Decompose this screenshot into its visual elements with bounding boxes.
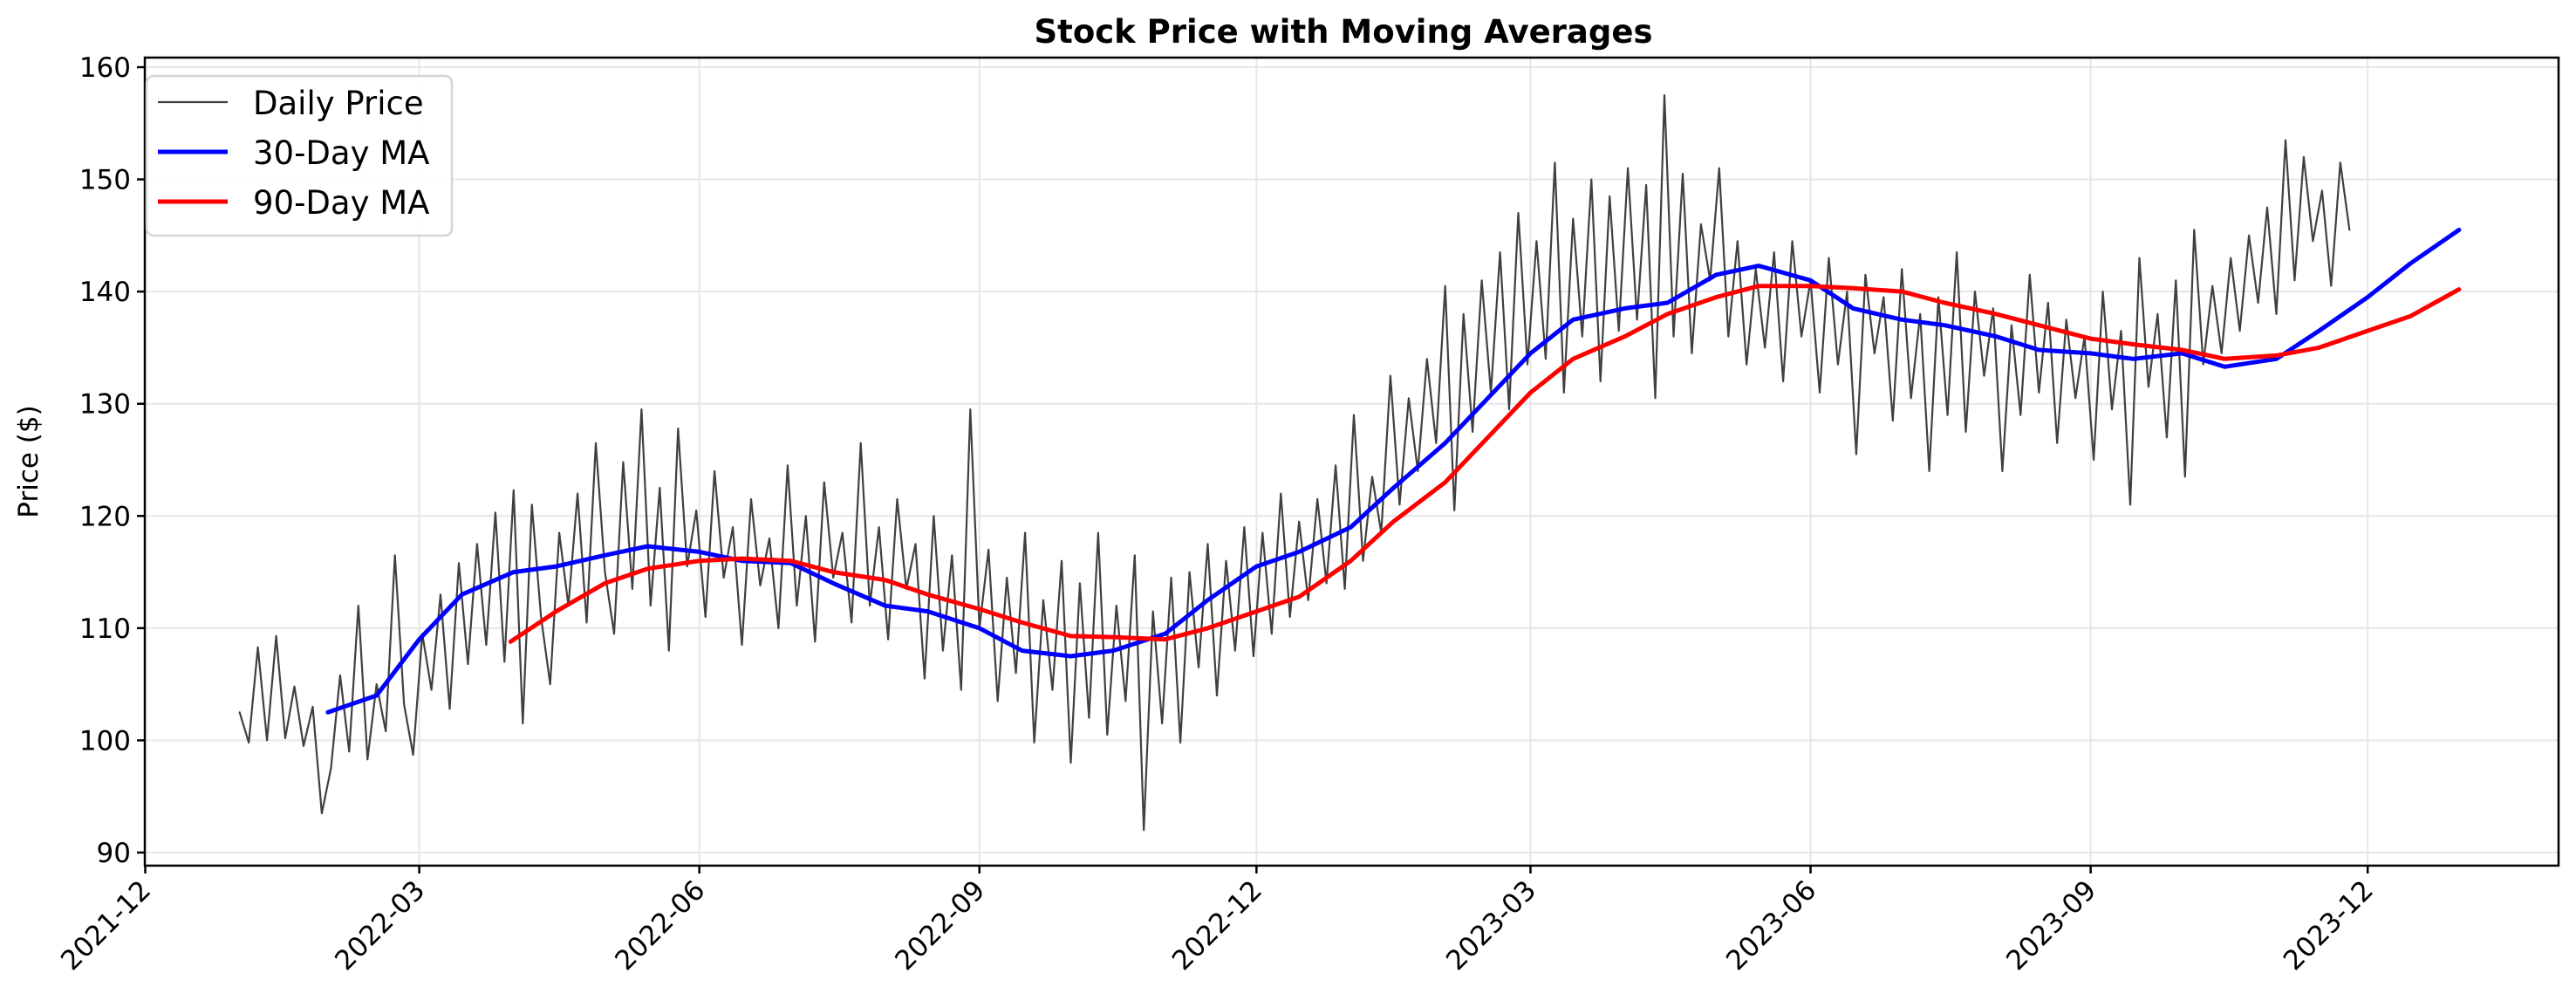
y-tick-label: 120: [79, 501, 131, 532]
legend: Daily Price 30-Day MA 90-Day MA: [145, 74, 454, 237]
legend-label-daily-price: Daily Price: [253, 85, 424, 122]
plot-area: [238, 93, 2462, 832]
y-axis-label: Price ($): [13, 405, 44, 517]
y-tick-label: 130: [79, 389, 131, 421]
series-layer: [238, 93, 2462, 832]
y-tick-label: 140: [79, 277, 131, 308]
y-tick-label: 90: [97, 838, 131, 869]
series-line-daily-price: [238, 93, 2351, 832]
y-tick-label: 110: [79, 613, 131, 645]
series-line-90-day-ma: [508, 284, 2462, 644]
legend-label-90-day-ma: 90-Day MA: [253, 184, 430, 222]
legend-box: [145, 74, 454, 237]
y-tick-label: 150: [79, 165, 131, 196]
legend-label-30-day-ma: 30-Day MA: [253, 134, 430, 172]
plot-frame: [143, 56, 2560, 867]
y-tick-label: 100: [79, 725, 131, 757]
chart-title: Stock Price with Moving Averages: [1035, 13, 1653, 51]
y-axis: 90 100 110 120 130 140 150 160: [79, 52, 145, 869]
y-tick-label: 160: [79, 52, 131, 84]
series-line-30-day-ma: [325, 227, 2462, 715]
